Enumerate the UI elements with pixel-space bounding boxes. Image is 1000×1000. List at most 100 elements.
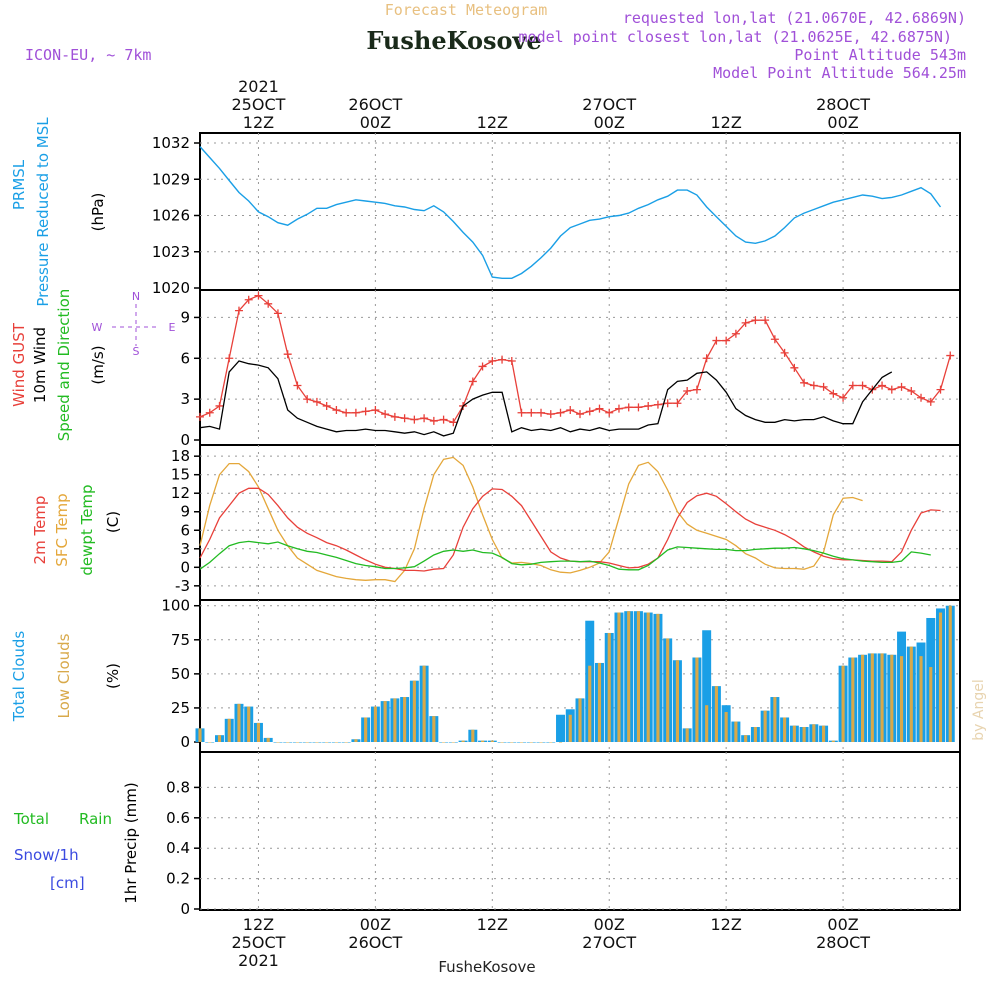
low-cloud-bar [247, 706, 251, 742]
gust-marker [498, 355, 507, 364]
precip-title-rain: Rain [79, 810, 112, 828]
gust-marker [809, 381, 818, 390]
gust-marker [741, 318, 750, 327]
wind-ylabel: (m/s) [89, 345, 107, 384]
gust-marker [858, 381, 867, 390]
gust-marker [653, 400, 662, 409]
gust-marker [283, 350, 292, 359]
panel-wind: 0 3 6 9 [180, 289, 961, 449]
low-cloud-bar [237, 703, 241, 742]
y-tick-label: 0 [180, 558, 190, 576]
low-cloud-bar [646, 612, 650, 742]
temp-title-sfc: SFC Temp [53, 493, 71, 566]
low-cloud-bar [890, 654, 894, 742]
bottom-date-label: 28OCT [816, 933, 870, 952]
low-cloud-bar [276, 742, 280, 743]
gust-marker [342, 408, 351, 417]
gust-marker [537, 408, 546, 417]
y-tick-label: 0.2 [166, 870, 190, 888]
bottom-hour-label: 12Z [710, 915, 741, 934]
low-cloud-bar [568, 714, 572, 742]
top-date-label: 25OCT [232, 95, 286, 114]
low-cloud-bar [539, 742, 543, 743]
closest-coords: model point closest lon,lat (21.0625E, 4… [519, 28, 952, 46]
gust-marker [293, 381, 302, 390]
gust-marker [351, 408, 360, 417]
gust-marker [361, 407, 370, 416]
gust-marker [926, 397, 935, 406]
total-cloud-bar [556, 714, 565, 742]
temp-title-2m: 2m Temp [31, 496, 49, 565]
bottom-date-label: 25OCT [232, 933, 286, 952]
panel-frame [199, 751, 961, 911]
credit-label: by Angel [971, 679, 987, 740]
y-tick-label: 0 [180, 900, 190, 918]
gust-marker [244, 295, 253, 304]
gust-marker [439, 415, 448, 424]
low-cloud-bar [919, 656, 923, 742]
low-cloud-bar [480, 740, 485, 742]
low-cloud-bar [451, 742, 455, 743]
gust-marker [634, 403, 643, 412]
low-cloud-bar [773, 697, 777, 742]
pressure-title-2: Pressure Reduced to MSL [34, 117, 52, 307]
bottom-hour-label: 00Z [827, 915, 858, 934]
low-cloud-bar [685, 728, 689, 742]
compass-e: E [169, 321, 176, 334]
y-tick-label: 75 [171, 631, 190, 649]
low-cloud-bar [461, 740, 465, 742]
low-cloud-bar [734, 721, 738, 742]
low-cloud-bar [286, 742, 290, 743]
gust-marker [332, 406, 341, 415]
low-cloud-bar [217, 735, 222, 742]
low-cloud-bar [588, 665, 592, 742]
low-cloud-bar [841, 665, 845, 742]
gust-marker [400, 414, 409, 423]
subtitle: Forecast Meteogram [385, 1, 548, 19]
gust-marker [614, 404, 623, 413]
top-hour-label: 12Z [477, 113, 508, 132]
gust-marker [215, 401, 224, 410]
gust-marker [273, 309, 282, 318]
gust-marker [624, 403, 633, 412]
low-cloud-bar [529, 742, 533, 743]
y-tick-label: 0.8 [166, 778, 190, 796]
low-cloud-bar [822, 725, 826, 742]
panel-frame [199, 289, 961, 446]
gust-marker [887, 385, 896, 394]
bottom-date-label: 27OCT [582, 933, 636, 952]
gust-marker [917, 393, 926, 402]
low-cloud-bar [315, 742, 319, 743]
low-cloud-bar [656, 613, 660, 742]
top-hour-label: 00Z [594, 113, 625, 132]
gust-marker [790, 363, 799, 372]
gust-line [199, 294, 951, 424]
y-tick-label: 50 [171, 665, 190, 683]
low-cloud-bar [763, 710, 767, 742]
low-cloud-bar [929, 667, 933, 742]
low-cloud-bar [354, 739, 358, 742]
low-cloud-bar [627, 611, 631, 742]
precip-title-total: Total [13, 810, 49, 828]
low-cloud-bar [208, 742, 212, 743]
y-tick-label: 6 [180, 521, 190, 539]
gust-marker [761, 316, 770, 325]
low-cloud-bar [753, 727, 757, 742]
gust-marker [936, 385, 945, 394]
low-cloud-bar [266, 737, 270, 742]
low-cloud-bar [705, 705, 709, 742]
model-point-altitude: Model Point Altitude 564.25m [713, 64, 966, 82]
point-altitude: Point Altitude 543m [794, 46, 966, 64]
gust-marker [683, 386, 692, 395]
precip-ylabel: 1hr Precip (mm) [122, 782, 140, 903]
gust-marker [507, 357, 516, 366]
gust-marker [264, 299, 273, 308]
low-cloud-bar [636, 611, 641, 742]
gust-marker [731, 329, 740, 338]
gust-marker [839, 393, 848, 402]
low-cloud-bar [412, 680, 416, 742]
low-cloud-bar [422, 665, 426, 742]
